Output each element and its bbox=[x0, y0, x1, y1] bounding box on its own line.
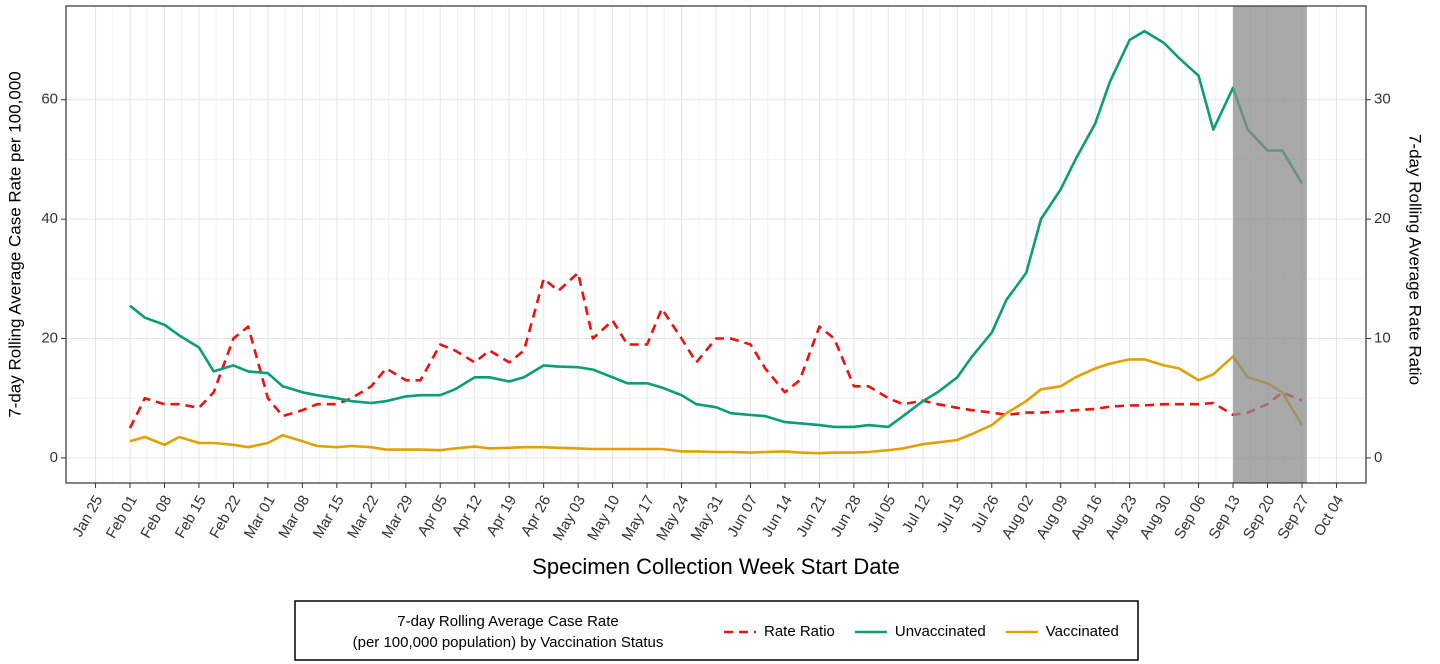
y-tick-label: 0 bbox=[50, 449, 58, 466]
x-tick-label: Feb 15 bbox=[172, 492, 210, 541]
x-tick-label: Apr 19 bbox=[483, 492, 520, 539]
x-tick-label: Feb 01 bbox=[103, 492, 141, 541]
x-tick-label: Mar 08 bbox=[275, 492, 313, 541]
x-tick-label: Feb 22 bbox=[206, 492, 244, 541]
x-tick-label: Jun 07 bbox=[724, 492, 761, 540]
y2-axis-title: 7-day Rolling Average Rate Ratio bbox=[1406, 134, 1425, 385]
plot-border bbox=[65, 5, 1367, 484]
x-tick-label: Mar 22 bbox=[344, 492, 382, 541]
x-tick-label: Aug 16 bbox=[1068, 492, 1106, 542]
series-line bbox=[128, 271, 1303, 429]
x-tick-label: Jul 19 bbox=[933, 492, 968, 535]
x-tick-label: Sep 06 bbox=[1171, 492, 1209, 542]
x-tick-label: Aug 23 bbox=[1102, 492, 1140, 542]
x-tick-label: Jun 14 bbox=[759, 492, 796, 540]
y-tick-label: 20 bbox=[41, 329, 58, 346]
x-tick-label: Sep 13 bbox=[1205, 492, 1243, 542]
legend-title: 7-day Rolling Average Case Rate bbox=[397, 613, 619, 630]
x-tick-label: Mar 15 bbox=[310, 492, 348, 541]
x-tick-label: Jul 26 bbox=[968, 492, 1003, 535]
x-tick-label: Oct 04 bbox=[1311, 492, 1348, 539]
x-tick-label: May 10 bbox=[584, 492, 623, 543]
y-tick-label: 40 bbox=[41, 210, 58, 227]
x-tick-label: Apr 26 bbox=[518, 492, 555, 539]
legend-box bbox=[294, 600, 1139, 661]
x-tick-label: Sep 27 bbox=[1274, 492, 1312, 542]
y-axis-title: 7-day Rolling Average Case Rate per 100,… bbox=[5, 71, 24, 418]
x-tick-label: May 24 bbox=[653, 492, 692, 543]
y2-tick-label: 30 bbox=[1374, 91, 1391, 108]
legend-label: Rate Ratio bbox=[764, 623, 835, 640]
y2-tick-label: 20 bbox=[1374, 210, 1391, 227]
x-tick-label: May 17 bbox=[619, 492, 658, 543]
x-tick-label: Jul 12 bbox=[899, 492, 934, 535]
x-tick-label: Mar 29 bbox=[379, 492, 417, 541]
x-tick-label: May 31 bbox=[688, 492, 727, 543]
series-line bbox=[129, 355, 1304, 455]
y-tick-label: 60 bbox=[41, 91, 58, 108]
legend-label: Unvaccinated bbox=[895, 623, 986, 640]
x-axis-title: Specimen Collection Week Start Date bbox=[532, 554, 900, 579]
x-tick-label: Jun 28 bbox=[828, 492, 865, 540]
y2-tick-label: 10 bbox=[1374, 329, 1391, 346]
legend-title: (per 100,000 population) by Vaccination … bbox=[353, 634, 664, 651]
x-tick-label: Apr 12 bbox=[449, 492, 486, 539]
x-tick-label: Apr 05 bbox=[414, 492, 451, 539]
x-tick-label: Sep 20 bbox=[1240, 492, 1278, 542]
x-tick-label: May 03 bbox=[550, 492, 589, 543]
legend-label: Vaccinated bbox=[1046, 623, 1119, 640]
x-tick-label: Aug 09 bbox=[1033, 492, 1071, 542]
x-tick-label: Mar 01 bbox=[241, 492, 279, 541]
x-tick-label: Feb 08 bbox=[137, 492, 175, 541]
x-tick-label: Jul 05 bbox=[865, 492, 900, 535]
x-tick-label: Aug 02 bbox=[999, 492, 1037, 542]
y2-tick-label: 0 bbox=[1374, 449, 1382, 466]
series-line bbox=[129, 29, 1304, 429]
x-tick-label: Jan 25 bbox=[69, 492, 106, 540]
x-tick-label: Jun 21 bbox=[793, 492, 830, 540]
shaded-region bbox=[1233, 6, 1307, 483]
x-tick-label: Aug 30 bbox=[1137, 492, 1175, 542]
